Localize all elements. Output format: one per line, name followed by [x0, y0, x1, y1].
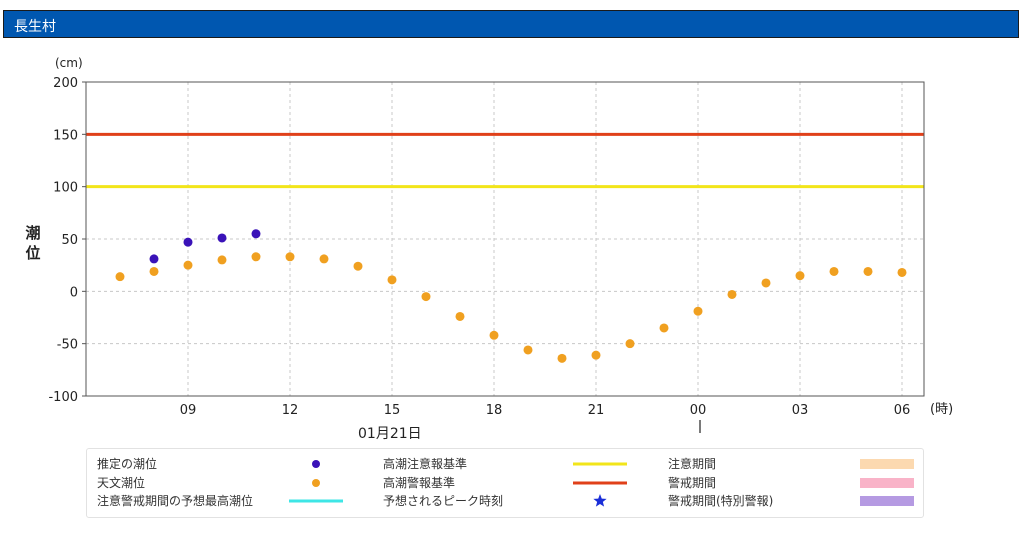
data-point [319, 254, 329, 264]
legend-label: 注意期間 [668, 456, 716, 471]
data-point [149, 266, 159, 276]
legend-label: 高潮警報基準 [383, 475, 455, 490]
data-point [727, 289, 737, 299]
y-tick-label: 0 [70, 285, 78, 300]
data-point [251, 252, 261, 262]
y-tick-label: 50 [61, 233, 78, 248]
data-point [149, 254, 159, 264]
y-tick-label: -100 [48, 390, 78, 405]
x-tick-label: 03 [792, 403, 809, 418]
data-point [659, 323, 669, 333]
y-tick-label: -50 [57, 338, 78, 353]
date-label: 01月21日 [358, 426, 422, 442]
legend-label: 予想されるピーク時刻 [383, 493, 503, 508]
data-point [421, 292, 431, 302]
data-point [285, 252, 295, 262]
x-tick-label: 09 [180, 403, 197, 418]
x-axis-label: (時) [930, 402, 953, 417]
legend-label: 高潮注意報基準 [383, 456, 467, 471]
y-tick-label: 200 [53, 76, 78, 91]
x-tick-label: 15 [384, 403, 401, 418]
data-point [557, 353, 567, 363]
legend-band-marker [860, 478, 914, 488]
data-point [693, 306, 703, 316]
x-tick-label: 18 [486, 403, 503, 418]
y-label-char: 位 [25, 244, 40, 262]
data-point [217, 255, 227, 265]
data-point [523, 345, 533, 355]
y-axis-label: 潮位 [25, 224, 40, 262]
x-tick-label: 06 [894, 403, 911, 418]
y-tick-label: 150 [53, 128, 78, 143]
legend-label: 推定の潮位 [97, 456, 157, 471]
data-point [455, 311, 465, 321]
data-point [625, 339, 635, 349]
legend-label: 警戒期間(特別警報) [668, 493, 773, 508]
y-label-char: 潮 [25, 224, 40, 242]
data-point [353, 261, 363, 271]
x-tick-label: 21 [588, 403, 605, 418]
header-bar: 長生村 [3, 10, 1019, 38]
y-unit-label: (cm) [55, 56, 83, 70]
y-tick-label: 100 [53, 181, 78, 196]
legend [86, 448, 924, 518]
data-point [115, 272, 125, 282]
data-point [795, 271, 805, 281]
legend-label: 天文潮位 [97, 475, 145, 490]
legend-dot-marker [312, 460, 320, 468]
data-point [897, 267, 907, 277]
legend-band-marker [860, 459, 914, 469]
x-tick-label: 00 [690, 403, 707, 418]
legend-band-marker [860, 496, 914, 506]
axis-layer: 200 150 100 50 0 -50 -100 09 12 15 18 21 00 03 06 [48, 76, 910, 418]
page-title: 長生村 [14, 19, 56, 35]
points-layer [115, 229, 907, 363]
data-point [829, 266, 839, 276]
data-point [251, 229, 261, 239]
legend-label: 注意警戒期間の予想最高潮位 [97, 493, 253, 508]
legend-label: 警戒期間 [668, 475, 716, 490]
legend-star-marker [593, 494, 607, 507]
data-point [761, 278, 771, 288]
data-point [183, 260, 193, 270]
legend-dot-marker [312, 479, 320, 487]
x-tick-label: 12 [282, 403, 299, 418]
threshold-layer [86, 132, 924, 189]
data-point [217, 233, 227, 243]
data-point [489, 330, 499, 340]
data-point [863, 266, 873, 276]
data-point [591, 350, 601, 360]
data-point [183, 237, 193, 247]
data-point [387, 275, 397, 285]
